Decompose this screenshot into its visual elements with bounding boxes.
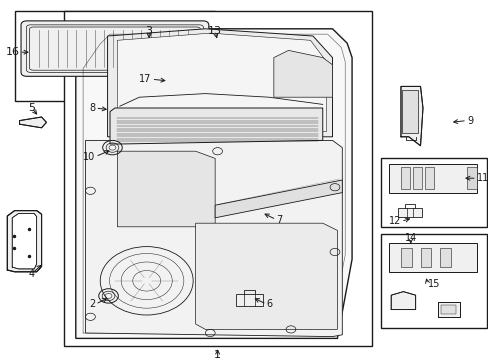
FancyBboxPatch shape <box>400 248 411 267</box>
Text: 16: 16 <box>5 47 20 57</box>
Text: 8: 8 <box>89 103 95 113</box>
FancyBboxPatch shape <box>425 167 433 189</box>
Text: 1: 1 <box>214 350 221 360</box>
Text: 14: 14 <box>404 233 416 243</box>
Text: 17: 17 <box>139 74 151 84</box>
FancyBboxPatch shape <box>388 243 476 272</box>
FancyBboxPatch shape <box>440 305 455 314</box>
Text: 12: 12 <box>388 216 400 226</box>
Text: 10: 10 <box>83 152 95 162</box>
Polygon shape <box>107 29 332 137</box>
Text: 9: 9 <box>466 116 472 126</box>
Text: 7: 7 <box>276 215 282 225</box>
Polygon shape <box>400 86 422 146</box>
Text: 5: 5 <box>28 103 35 113</box>
FancyBboxPatch shape <box>15 11 215 101</box>
FancyBboxPatch shape <box>381 234 486 328</box>
Polygon shape <box>20 117 46 128</box>
FancyBboxPatch shape <box>466 167 476 189</box>
FancyBboxPatch shape <box>397 208 421 217</box>
FancyBboxPatch shape <box>137 46 161 57</box>
Text: 15: 15 <box>427 279 439 289</box>
Polygon shape <box>117 151 215 227</box>
Text: 3: 3 <box>145 26 152 36</box>
Polygon shape <box>7 211 41 272</box>
Polygon shape <box>12 213 37 269</box>
Polygon shape <box>195 223 337 329</box>
Polygon shape <box>110 108 322 144</box>
Text: 6: 6 <box>266 299 272 309</box>
FancyBboxPatch shape <box>412 167 421 189</box>
FancyBboxPatch shape <box>420 248 430 267</box>
Polygon shape <box>390 292 415 310</box>
Polygon shape <box>273 50 332 97</box>
FancyBboxPatch shape <box>63 11 371 346</box>
Text: 2: 2 <box>89 299 95 309</box>
FancyBboxPatch shape <box>163 77 184 85</box>
FancyBboxPatch shape <box>235 294 263 306</box>
Text: 11: 11 <box>476 173 488 183</box>
Polygon shape <box>437 302 459 317</box>
Text: 4: 4 <box>29 269 35 279</box>
FancyBboxPatch shape <box>439 248 450 267</box>
FancyBboxPatch shape <box>21 21 208 76</box>
Polygon shape <box>76 29 351 338</box>
Polygon shape <box>85 140 342 337</box>
FancyBboxPatch shape <box>381 158 486 227</box>
Text: 13: 13 <box>208 26 222 36</box>
FancyBboxPatch shape <box>402 90 417 133</box>
FancyBboxPatch shape <box>388 164 476 193</box>
Polygon shape <box>117 33 326 131</box>
Polygon shape <box>212 41 233 55</box>
Polygon shape <box>215 180 342 218</box>
FancyBboxPatch shape <box>400 167 409 189</box>
